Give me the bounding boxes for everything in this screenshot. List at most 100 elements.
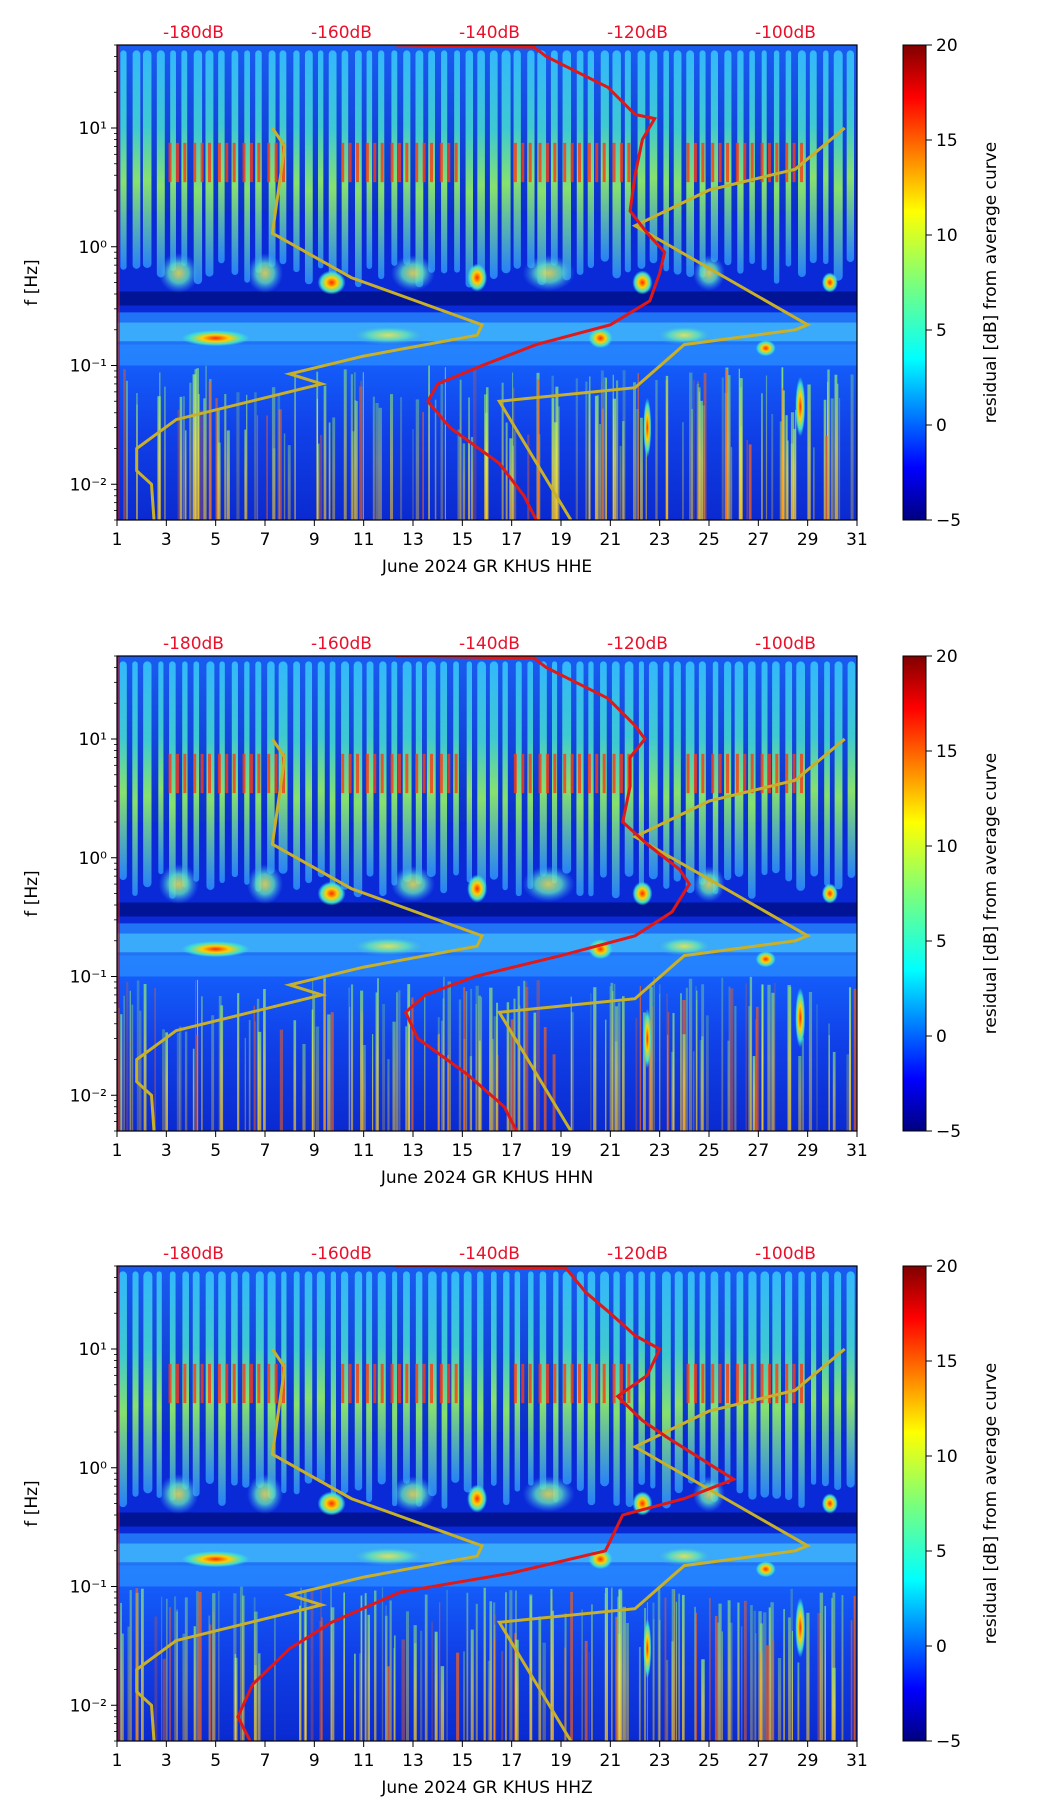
weekday-noise	[168, 753, 172, 794]
low-frequency-streak	[256, 415, 259, 520]
low-frequency-streak	[664, 1597, 667, 1741]
low-frequency-streak	[644, 1607, 647, 1741]
weekday-noise	[775, 1363, 779, 1404]
daily-stripe	[785, 661, 793, 882]
low-frequency-streak	[617, 1596, 620, 1741]
daily-stripe	[860, 1271, 868, 1486]
weekday-noise	[373, 1363, 377, 1404]
low-frequency-streak	[612, 374, 614, 520]
low-frequency-streak	[312, 992, 316, 1131]
daily-stripe	[513, 50, 521, 269]
low-frequency-streak	[330, 1012, 334, 1131]
weekday-noise	[397, 1363, 401, 1404]
weekday-noise	[257, 753, 261, 794]
weekday-noise	[538, 142, 542, 183]
daily-stripe	[870, 661, 878, 874]
low-frequency-streak	[589, 376, 591, 520]
daily-stripe	[761, 661, 768, 876]
low-frequency-streak	[351, 431, 355, 520]
low-frequency-streak	[176, 1032, 180, 1131]
weekday-noise	[373, 142, 377, 183]
low-frequency-streak	[175, 1611, 178, 1741]
low-frequency-streak	[256, 998, 260, 1131]
weekday-noise	[553, 1363, 557, 1404]
low-frequency-streak	[551, 1610, 554, 1741]
low-frequency-streak	[412, 429, 414, 520]
low-frequency-streak	[748, 1006, 751, 1131]
low-frequency-streak	[749, 976, 753, 1131]
low-frequency-streak	[224, 393, 227, 520]
x-tick-label: 5	[210, 1141, 221, 1161]
low-frequency-streak	[619, 1590, 623, 1741]
weekday-noise	[200, 142, 204, 183]
low-frequency-streak	[517, 986, 520, 1131]
low-frequency-streak	[392, 1021, 396, 1131]
weekday-noise	[563, 753, 567, 794]
daily-stripe	[142, 50, 152, 269]
x-tick-label: 13	[402, 1751, 424, 1771]
low-frequency-streak	[398, 990, 401, 1131]
daily-stripe	[503, 1271, 510, 1506]
low-frequency-streak	[538, 1616, 542, 1741]
low-frequency-streak	[378, 407, 382, 520]
hotspot	[467, 1484, 488, 1513]
db-scale-label: -140dB	[459, 23, 520, 43]
low-frequency-streak	[740, 387, 742, 520]
low-frequency-streak	[438, 1602, 441, 1741]
weekday-noise	[578, 753, 581, 794]
low-frequency-streak	[278, 409, 282, 520]
daily-stripe	[637, 50, 646, 269]
hotspot	[795, 1597, 806, 1658]
daily-stripe	[169, 1271, 176, 1501]
weekday-noise	[348, 1363, 352, 1404]
low-frequency-streak	[184, 430, 187, 520]
x-tick-label: 1	[112, 530, 123, 550]
hotspot	[181, 941, 250, 958]
low-frequency-streak	[832, 1592, 836, 1741]
low-frequency-streak	[649, 987, 654, 1131]
daily-stripe	[612, 50, 621, 279]
weekday-noise	[545, 142, 549, 183]
low-frequency-streak	[236, 392, 240, 520]
low-frequency-streak	[570, 1591, 573, 1741]
weekday-noise	[693, 1363, 697, 1404]
low-frequency-streak	[659, 993, 661, 1131]
daily-stripe	[304, 1271, 313, 1484]
low-frequency-streak	[759, 1623, 764, 1741]
weekday-noise	[627, 1363, 631, 1404]
daily-stripe	[415, 50, 424, 288]
soft-hotspot	[348, 1546, 429, 1567]
daily-stripe	[649, 50, 658, 264]
hotspot	[632, 881, 653, 906]
low-frequency-streak	[465, 991, 468, 1131]
low-frequency-streak	[708, 1597, 711, 1741]
weekday-noise	[726, 142, 729, 183]
low-frequency-streak	[323, 981, 326, 1131]
weekday-noise	[249, 142, 253, 183]
low-frequency-streak	[791, 1631, 793, 1741]
db-scale-label: -160dB	[311, 1244, 372, 1264]
x-tick-label: 3	[161, 530, 172, 550]
colorbar-label: residual [dB] from average curve	[981, 142, 1001, 423]
low-frequency-streak	[192, 1048, 195, 1131]
daily-stripe	[329, 661, 336, 895]
low-frequency-streak	[721, 1631, 723, 1741]
low-frequency-streak	[665, 1659, 669, 1741]
low-frequency-streak	[806, 1612, 810, 1741]
db-scale-label: -140dB	[459, 1244, 520, 1264]
spectrogram	[117, 45, 857, 520]
low-frequency-streak	[727, 1600, 731, 1741]
weekday-noise	[587, 142, 591, 183]
colorbar-tick-label: 0	[936, 1027, 947, 1047]
low-frequency-streak	[635, 1018, 638, 1131]
quiet-band	[117, 1512, 857, 1527]
low-frequency-streak	[374, 1590, 377, 1741]
colorbar-tick-label: 15	[936, 742, 958, 762]
low-frequency-streak	[254, 392, 257, 520]
low-frequency-streak	[640, 417, 643, 520]
x-tick-label: 21	[600, 530, 622, 550]
low-frequency-streak	[257, 1653, 261, 1741]
x-tick-label: 23	[649, 1141, 671, 1161]
low-frequency-streak	[294, 371, 297, 520]
weekday-noise	[447, 142, 451, 183]
